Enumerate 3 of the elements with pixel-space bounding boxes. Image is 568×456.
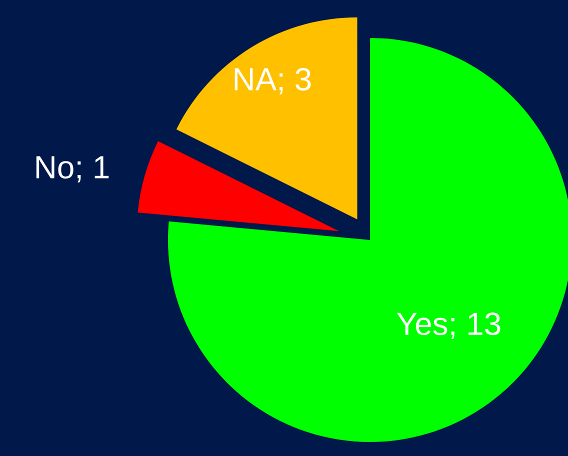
slice-label: Yes; 13	[396, 312, 500, 339]
slice-label: NA; 3	[234, 68, 311, 94]
slice-label: No; 1	[36, 156, 109, 182]
